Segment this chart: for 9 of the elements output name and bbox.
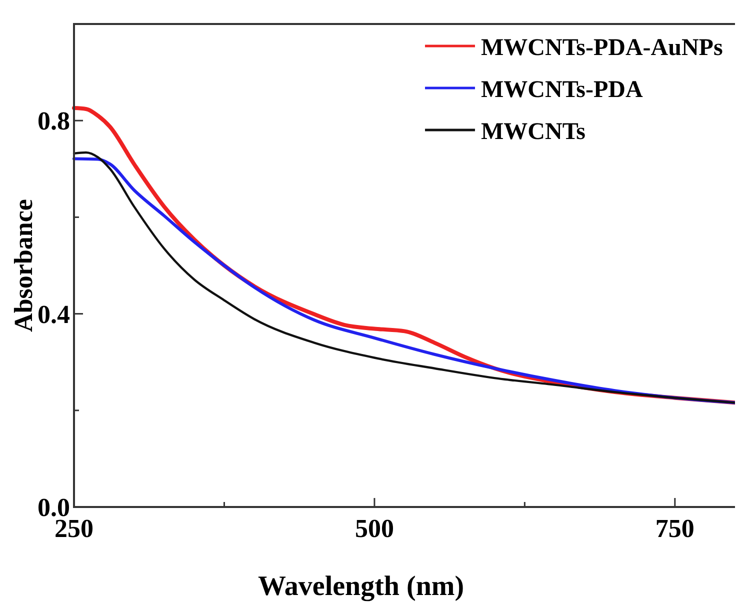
legend-label: MWCNTs-PDA bbox=[481, 77, 644, 103]
x-axis-title: Wavelength (nm) bbox=[258, 571, 464, 602]
legend-label: MWCNTs bbox=[481, 119, 586, 145]
y-axis-title: Absorbance bbox=[9, 199, 38, 332]
legend-label: MWCNTs-PDA-AuNPs bbox=[481, 35, 723, 61]
y-tick-label: 0.4 bbox=[38, 300, 70, 329]
x-tick-label: 750 bbox=[655, 514, 694, 543]
y-tick-label: 0.8 bbox=[38, 106, 70, 136]
x-tick-label: 500 bbox=[354, 514, 394, 543]
